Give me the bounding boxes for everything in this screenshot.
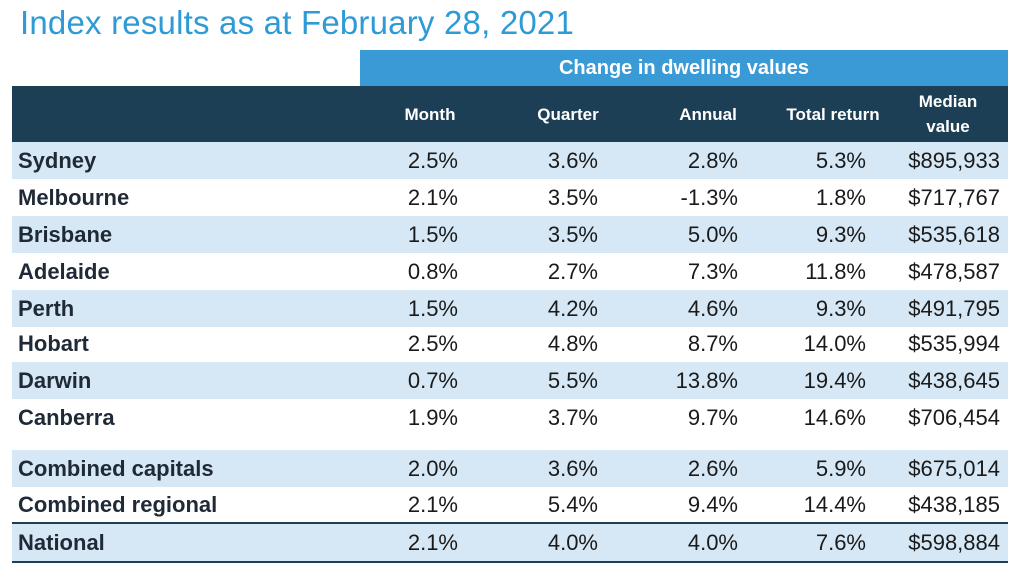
cell-annual: 8.7%	[687, 330, 738, 356]
divider-bottom	[12, 561, 1008, 563]
column-header-row: Month Quarter Annual Total return Median…	[12, 86, 1008, 142]
row-name: Combined regional	[18, 491, 218, 517]
cell-annual: 7.3%	[687, 258, 738, 284]
cell-total-return: 5.9%	[815, 455, 866, 481]
cell-median-value: $438,645	[908, 367, 1000, 393]
cell-month: 0.7%	[407, 367, 458, 393]
cell-total-return: 9.3%	[815, 221, 866, 247]
cell-quarter: 4.8%	[547, 330, 598, 356]
table-row: Combined capitals 2.0% 3.6% 2.6% 5.9% $6…	[12, 450, 1008, 487]
column-header-annual: Annual	[679, 104, 737, 124]
row-name: Sydney	[18, 147, 97, 173]
cell-annual: 4.6%	[687, 295, 738, 321]
row-name: Combined capitals	[18, 455, 214, 481]
cell-median-value: $438,185	[908, 491, 1000, 517]
table-row-national: National 2.1% 4.0% 4.0% 7.6% $598,884	[12, 524, 1008, 561]
median-header-line2: value	[926, 117, 970, 136]
cell-month: 2.1%	[407, 529, 458, 555]
cell-median-value: $675,014	[908, 455, 1000, 481]
cell-month: 1.5%	[407, 221, 458, 247]
cell-median-value: $598,884	[908, 529, 1000, 555]
cell-annual: 2.6%	[687, 455, 738, 481]
cell-median-value: $535,994	[908, 330, 1000, 356]
cell-quarter: 4.2%	[547, 295, 598, 321]
cell-month: 2.5%	[407, 147, 458, 173]
column-header-median-value: Median value	[898, 86, 998, 142]
cell-annual: 9.4%	[687, 491, 738, 517]
table-row: Brisbane 1.5% 3.5% 5.0% 9.3% $535,618	[12, 216, 1008, 253]
table-row: Perth 1.5% 4.2% 4.6% 9.3% $491,795	[12, 290, 1008, 327]
cell-quarter: 3.5%	[547, 221, 598, 247]
row-name: Darwin	[18, 367, 92, 393]
cell-quarter: 3.6%	[547, 147, 598, 173]
cell-median-value: $706,454	[908, 404, 1000, 430]
group-header: Change in dwelling values	[360, 50, 1008, 86]
cell-median-value: $895,933	[908, 147, 1000, 173]
cell-quarter: 3.5%	[547, 184, 598, 210]
cell-total-return: 5.3%	[815, 147, 866, 173]
cell-month: 2.0%	[407, 455, 458, 481]
row-name: Perth	[18, 295, 75, 321]
cell-quarter: 2.7%	[547, 258, 598, 284]
row-name: Adelaide	[18, 258, 110, 284]
cell-month: 1.5%	[407, 295, 458, 321]
row-name: Brisbane	[18, 221, 113, 247]
cell-total-return: 14.4%	[803, 491, 866, 517]
page-title: Index results as at February 28, 2021	[20, 4, 575, 41]
table-row: Hobart 2.5% 4.8% 8.7% 14.0% $535,994	[12, 325, 1008, 362]
cell-quarter: 5.4%	[547, 491, 598, 517]
divider-top	[12, 522, 1008, 524]
column-header-quarter: Quarter	[537, 104, 599, 124]
cell-median-value: $491,795	[908, 295, 1000, 321]
cell-month: 2.1%	[407, 184, 458, 210]
cell-annual: 2.8%	[687, 147, 738, 173]
cell-annual: 9.7%	[687, 404, 738, 430]
cell-quarter: 4.0%	[547, 529, 598, 555]
cell-median-value: $478,587	[908, 258, 1000, 284]
row-name: Canberra	[18, 404, 115, 430]
table-row: Melbourne 2.1% 3.5% -1.3% 1.8% $717,767	[12, 179, 1008, 216]
cell-month: 0.8%	[407, 258, 458, 284]
cell-quarter: 3.7%	[547, 404, 598, 430]
table-row: Sydney 2.5% 3.6% 2.8% 5.3% $895,933	[12, 142, 1008, 179]
table-row: Darwin 0.7% 5.5% 13.8% 19.4% $438,645	[12, 362, 1008, 399]
table-row: Adelaide 0.8% 2.7% 7.3% 11.8% $478,587	[12, 253, 1008, 290]
cell-month: 2.5%	[407, 330, 458, 356]
cell-total-return: 14.0%	[803, 330, 866, 356]
table-row: Combined regional 2.1% 5.4% 9.4% 14.4% $…	[12, 486, 1008, 523]
cell-total-return: 11.8%	[805, 258, 866, 284]
cell-annual: 5.0%	[687, 221, 738, 247]
median-header-line1: Median	[918, 92, 978, 111]
row-name: Hobart	[18, 330, 89, 356]
cell-median-value: $535,618	[908, 221, 1000, 247]
cell-median-value: $717,767	[908, 184, 1000, 210]
cell-month: 2.1%	[407, 491, 458, 517]
cell-total-return: 19.4%	[803, 367, 866, 393]
cell-quarter: 3.6%	[547, 455, 598, 481]
cell-total-return: 14.6%	[803, 404, 866, 430]
column-header-total-return: Total return	[786, 104, 880, 124]
cell-annual: 4.0%	[687, 529, 738, 555]
row-name: National	[18, 529, 105, 555]
cell-annual: 13.8%	[675, 367, 738, 393]
cell-annual: -1.3%	[680, 184, 738, 210]
column-header-month: Month	[404, 104, 456, 124]
table-row: Canberra 1.9% 3.7% 9.7% 14.6% $706,454	[12, 399, 1008, 436]
cell-total-return: 1.8%	[815, 184, 866, 210]
cell-quarter: 5.5%	[547, 367, 598, 393]
cell-total-return: 7.6%	[815, 529, 866, 555]
cell-total-return: 9.3%	[815, 295, 866, 321]
cell-month: 1.9%	[407, 404, 458, 430]
row-name: Melbourne	[18, 184, 130, 210]
